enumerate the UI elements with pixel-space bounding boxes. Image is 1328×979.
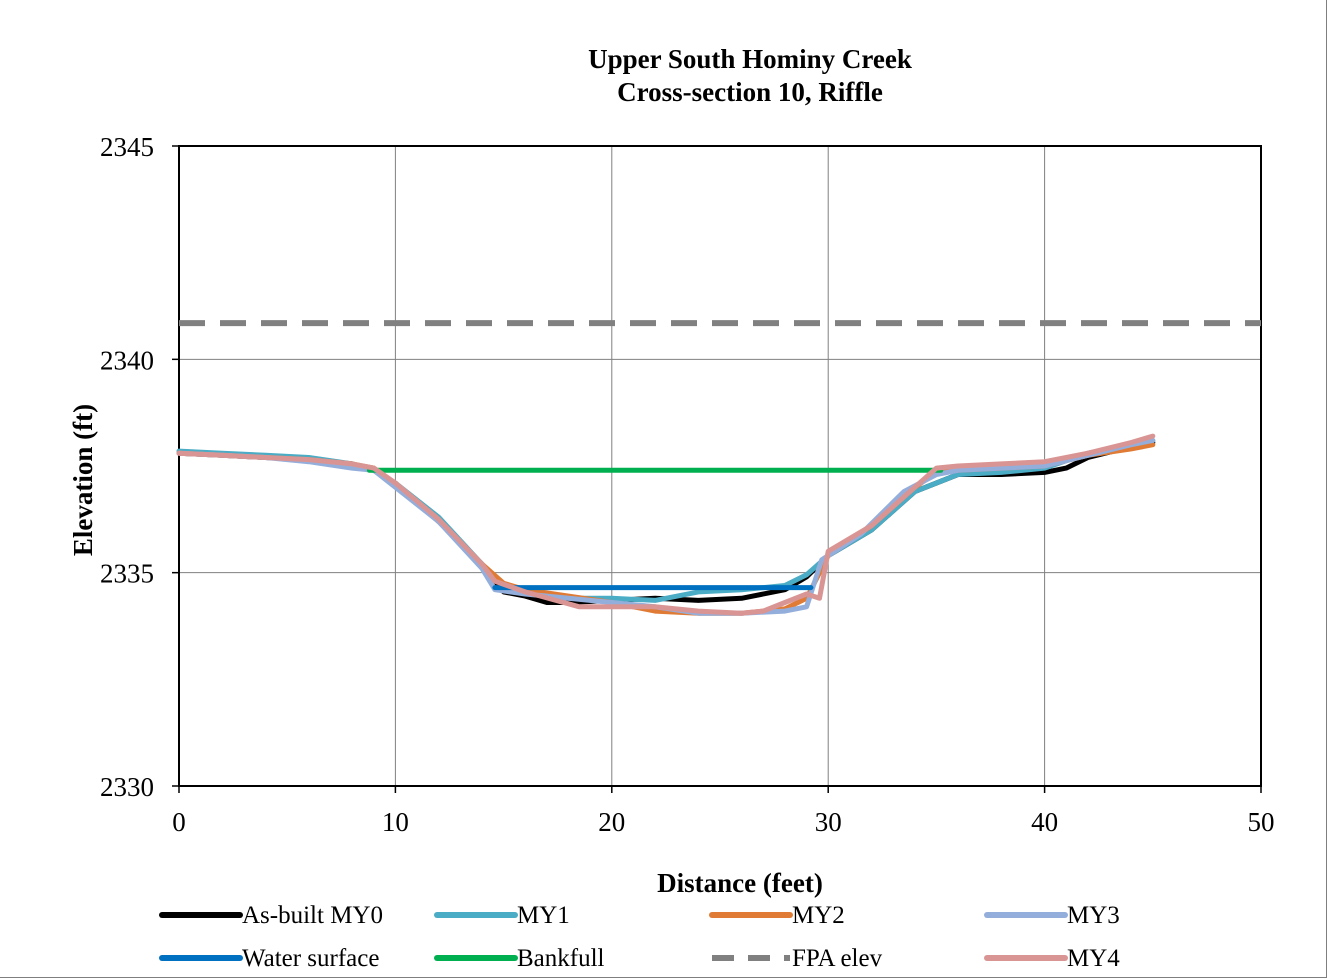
plot-area <box>178 145 1262 787</box>
legend-label-my3: MY3 <box>1067 902 1120 929</box>
legend-label-my2: MY2 <box>792 902 845 929</box>
legend-label-my4: MY4 <box>1067 945 1120 972</box>
series-line-my4 <box>176 433 1156 616</box>
series-layer <box>176 320 1261 616</box>
y-axis-title: Elevation (ft) <box>68 404 98 556</box>
x-tick-label: 30 <box>815 807 842 837</box>
x-tick-label: 50 <box>1248 807 1275 837</box>
y-tick-label: 2335 <box>100 559 154 589</box>
x-tick-label: 0 <box>172 807 186 837</box>
x-tick-label: 10 <box>382 807 409 837</box>
legend-label-as-built-my0: As-built MY0 <box>242 902 383 929</box>
legend-label-bankfull: Bankfull <box>517 945 605 972</box>
legend-label-fpa-elev: FPA elev <box>792 945 883 972</box>
x-tick-label: 40 <box>1031 807 1058 837</box>
legend-label-water-surface: Water surface <box>242 945 379 972</box>
chart-title: Upper South Hominy Creek <box>588 44 912 74</box>
y-tick-label: 2345 <box>100 132 154 162</box>
y-tick-label: 2330 <box>100 772 154 802</box>
x-tick-label: 20 <box>598 807 625 837</box>
y-tick-label: 2340 <box>100 345 154 375</box>
x-axis-title: Distance (feet) <box>657 868 823 898</box>
chart-subtitle: Cross-section 10, Riffle <box>617 77 883 107</box>
tick-labels: 0 10 20 30 40 50 2330 2335 2340 2345 <box>100 132 1275 837</box>
legend-label-my1: MY1 <box>517 902 570 929</box>
legend: As-built MY0 MY1 MY2 MY3 Water surface Bankfu… <box>159 902 1120 972</box>
